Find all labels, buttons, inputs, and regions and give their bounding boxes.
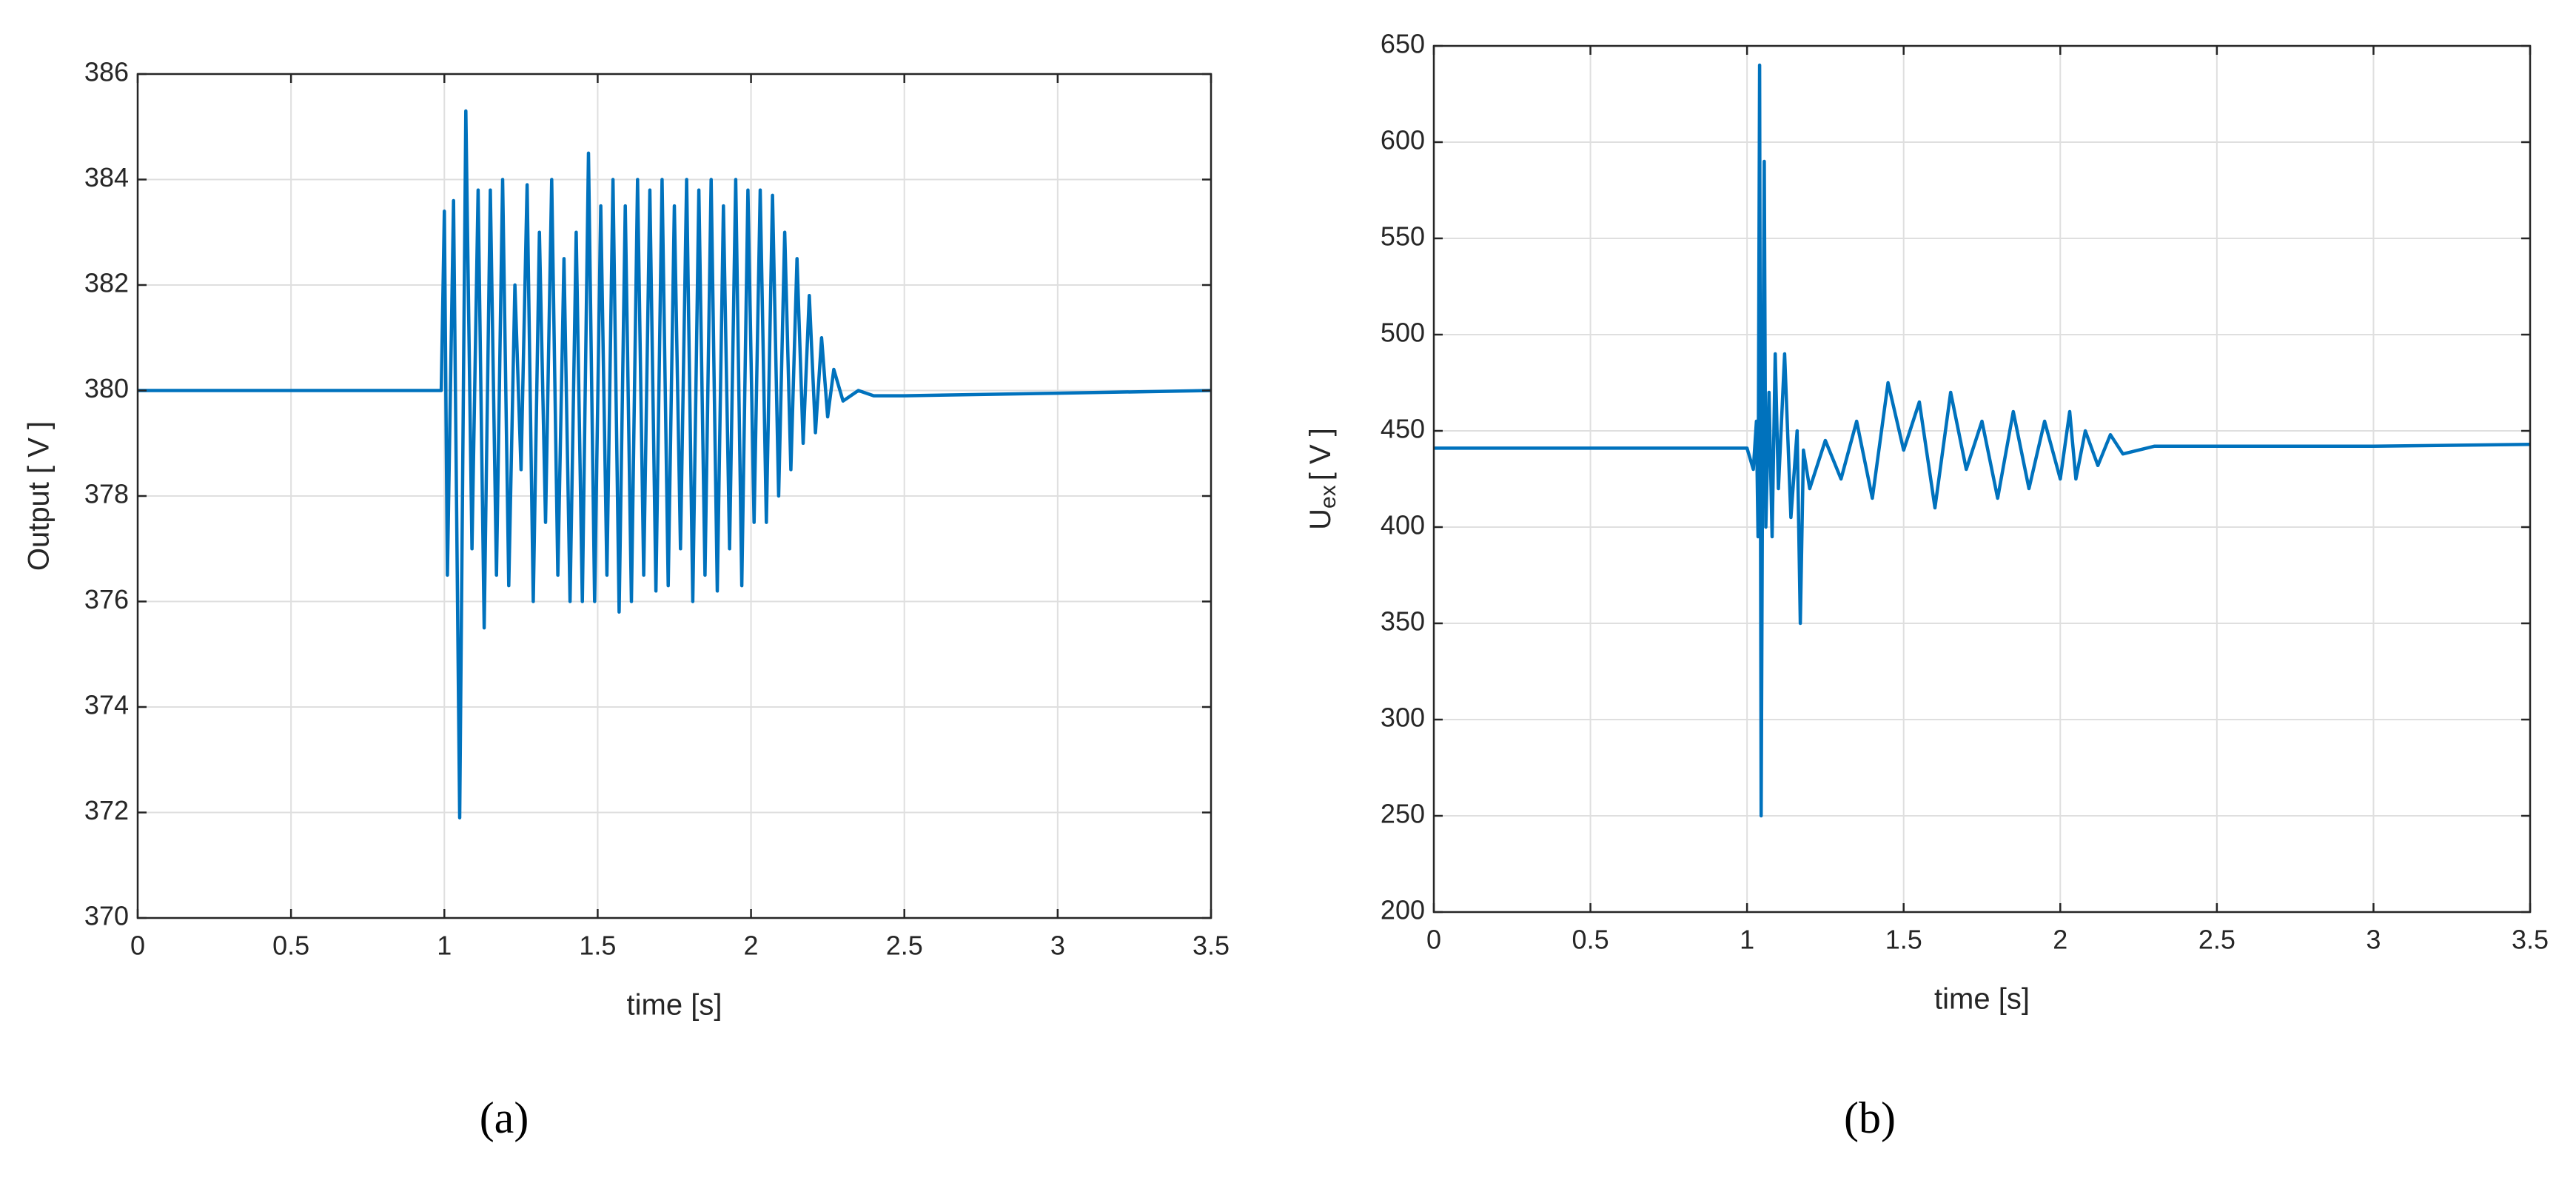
y-label-sub: ex: [1316, 485, 1341, 509]
x-axis-label: time [s]: [1934, 983, 2030, 1016]
x-tick-label: 3.5: [1193, 931, 1230, 961]
series-group: [138, 109, 1211, 820]
y-tick-label: 550: [1381, 221, 1425, 252]
y-tick-label: 450: [1381, 414, 1425, 444]
y-axis-label: Uex [ V ]: [1304, 428, 1341, 530]
y-tick-label: 300: [1381, 703, 1425, 733]
y-tick-label: 374: [84, 690, 129, 720]
axes-frame: [1432, 44, 2532, 914]
x-tick-label: 2.5: [886, 931, 923, 961]
y-tick-label: 384: [84, 162, 129, 192]
x-tick-label: 1.5: [1885, 925, 1922, 955]
x-tick-label: 2: [2053, 925, 2067, 955]
y-tick-label: 386: [84, 57, 129, 87]
y-tick-label: 200: [1381, 895, 1425, 925]
x-axis-label: time [s]: [627, 989, 722, 1022]
x-tick-label: 2: [744, 931, 759, 961]
y-tick-label: 370: [84, 901, 129, 931]
chart-panel: 0 0.5 1 1.5 2 2.5 3 3.5 200 250 300 350 400 450 500 550…: [1304, 29, 2549, 1142]
y-label-unit: [ V ]: [1304, 428, 1337, 480]
y-tick-label: 400: [1381, 510, 1425, 540]
x-tick-label: 0: [1426, 925, 1441, 955]
x-tick-label: 0.5: [1572, 925, 1609, 955]
data-line: [138, 109, 1211, 820]
x-tick-label: 1.5: [579, 931, 616, 961]
x-tick-label: 2.5: [2198, 925, 2235, 955]
x-tick-label: 0.5: [272, 931, 309, 961]
y-tick-label: 378: [84, 479, 129, 509]
y-tick-label: 600: [1381, 125, 1425, 155]
x-tick-label: 0: [130, 931, 145, 961]
y-label-main: U: [1304, 509, 1337, 530]
y-tick-label: 350: [1381, 606, 1425, 637]
x-tick-label: 3: [1050, 931, 1065, 961]
x-tick-label: 1: [1740, 925, 1754, 955]
data-line: [1434, 63, 2530, 818]
x-tick-label: 3.5: [2512, 925, 2549, 955]
chart-panel: 0 0.5 1 1.5 2 2.5 3 3.5 370 372 374 376 378 380 382 384…: [23, 57, 1230, 1142]
x-tick-label: 3: [2366, 925, 2381, 955]
y-tick-label: 380: [84, 373, 129, 403]
y-tick-label: 500: [1381, 318, 1425, 348]
x-tick-label: 1: [437, 931, 452, 961]
y-tick-label: 650: [1381, 29, 1425, 59]
y-tick-label: 250: [1381, 799, 1425, 829]
series-group: [1434, 63, 2530, 818]
y-tick-label: 382: [84, 268, 129, 298]
caption: (a): [480, 1093, 529, 1142]
y-tick-label: 376: [84, 584, 129, 614]
plot-background: [1434, 46, 2530, 912]
y-tick-label: 372: [84, 795, 129, 825]
y-axis-label: Output [ V ]: [23, 421, 56, 571]
caption: (b): [1844, 1093, 1896, 1142]
